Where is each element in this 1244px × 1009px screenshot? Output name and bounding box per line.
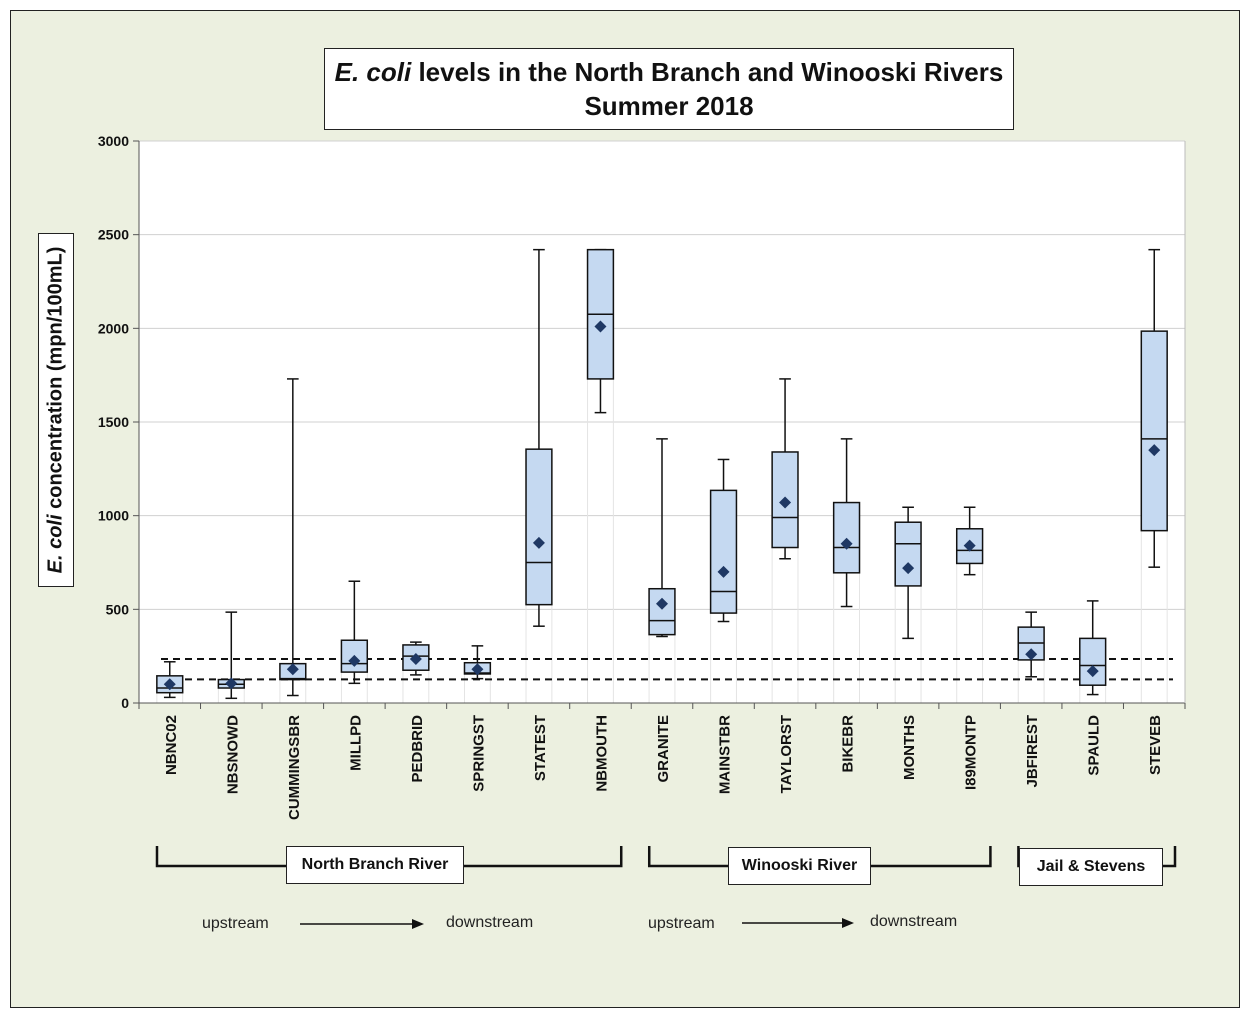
box-cummingsbr — [279, 378, 307, 697]
chart-frame: 0 500 1000 1500 2000 2500 3000 NBNC02 NBSNOWD CU… — [10, 10, 1240, 1008]
mean-marker — [779, 496, 792, 509]
x-tick-label: NBSNOWD — [224, 715, 241, 794]
box-i89montp — [955, 506, 984, 576]
mean-marker — [225, 677, 238, 690]
x-tick-label: SPRINGST — [470, 715, 487, 792]
box-springst — [463, 645, 492, 680]
box-months — [894, 506, 922, 640]
box-spauld — [1079, 600, 1107, 696]
mean-marker — [594, 320, 607, 333]
x-tick-label: TAYLORST — [778, 715, 795, 793]
box-nbsnowd — [217, 611, 245, 700]
mean-marker — [532, 536, 545, 549]
y-axis-label: E. coli concentration (mpn/100mL) — [45, 247, 68, 574]
y-tick-label: 3000 — [98, 133, 129, 149]
direction-downstream-left: downstream — [446, 914, 534, 931]
mean-marker — [902, 562, 915, 575]
box-iqr — [894, 521, 922, 587]
mean-marker — [163, 678, 176, 691]
direction-upstream-right: upstream — [648, 915, 715, 932]
box-taylorst — [771, 378, 799, 560]
x-tick-label: NBNC02 — [163, 715, 180, 775]
y-axis-label-rest: concentration (mpn/100mL) — [44, 246, 67, 515]
mean-marker — [471, 663, 484, 676]
y-tick-label: 2000 — [98, 320, 129, 336]
box-mainstbr — [709, 458, 738, 623]
x-tick-label: JBFIREST — [1024, 715, 1041, 788]
box-statest — [525, 248, 553, 627]
chart-title: E. coli levels in the North Branch and W… — [324, 48, 1014, 130]
box-iqr — [709, 489, 738, 614]
y-tick-label: 1500 — [98, 414, 129, 430]
group-label-winooski: Winooski River — [728, 847, 871, 885]
x-tick-label: SPAULD — [1086, 715, 1103, 776]
x-tick-label: MILLPD — [347, 715, 364, 771]
y-tick-label: 2500 — [98, 227, 129, 243]
title-italic: E. coli — [334, 57, 412, 87]
mean-marker — [840, 537, 853, 550]
y-tick-label: 0 — [121, 695, 129, 711]
box-bikebr — [832, 438, 861, 608]
x-tick-label: STEVEB — [1147, 715, 1164, 775]
boxplot-chart: 0 500 1000 1500 2000 2500 3000 NBNC02 NBSNOWD CU… — [98, 133, 1186, 868]
chart-subtitle: Summer 2018 — [584, 91, 754, 121]
box-iqr — [832, 501, 861, 574]
mean-marker — [656, 597, 668, 610]
x-tick-label: CUMMINGSBR — [286, 715, 303, 820]
x-tick-label: GRANITE — [655, 715, 672, 783]
box-iqr — [525, 448, 553, 606]
x-tick-label: MAINSTBR — [717, 715, 734, 794]
x-tick-label: PEDBRID — [409, 715, 426, 783]
mean-marker — [1025, 648, 1038, 661]
mean-marker — [409, 652, 422, 665]
mean-marker — [348, 654, 361, 667]
x-tick-label: BIKEBR — [840, 715, 857, 773]
box-millpd — [340, 580, 369, 685]
box-steveb — [1140, 248, 1168, 568]
direction-downstream-right: downstream — [870, 913, 958, 930]
box-pedbrid — [402, 641, 430, 676]
group-label-north-branch: North Branch River — [286, 846, 464, 884]
mean-marker — [1086, 665, 1099, 678]
direction-upstream-left: upstream — [202, 915, 269, 932]
x-tick-label: I89MONTP — [963, 715, 980, 790]
box-iqr — [1079, 637, 1107, 686]
mean-marker — [963, 539, 976, 552]
box-granite — [648, 438, 676, 638]
x-tick-label: MONTHS — [901, 715, 918, 780]
x-tick-label: NBMOUTH — [593, 715, 610, 792]
group-label-jail-stevens: Jail & Stevens — [1019, 848, 1163, 886]
title-line1: levels in the North Branch and Winooski … — [411, 57, 1004, 87]
y-tick-label: 1000 — [98, 508, 129, 524]
box-nbmouth — [586, 248, 615, 414]
y-tick-label: 500 — [106, 601, 130, 617]
box-nbnc02 — [156, 661, 184, 699]
y-axis-label-box — [38, 233, 74, 587]
box-iqr — [648, 587, 676, 636]
mean-marker — [286, 663, 299, 676]
box-jbfirest — [1017, 611, 1045, 678]
mean-marker — [717, 565, 730, 578]
y-axis-label-italic: E. coli — [44, 514, 67, 574]
mean-marker — [1148, 444, 1161, 457]
x-tick-label: STATEST — [532, 715, 549, 781]
box-iqr — [1140, 330, 1168, 532]
